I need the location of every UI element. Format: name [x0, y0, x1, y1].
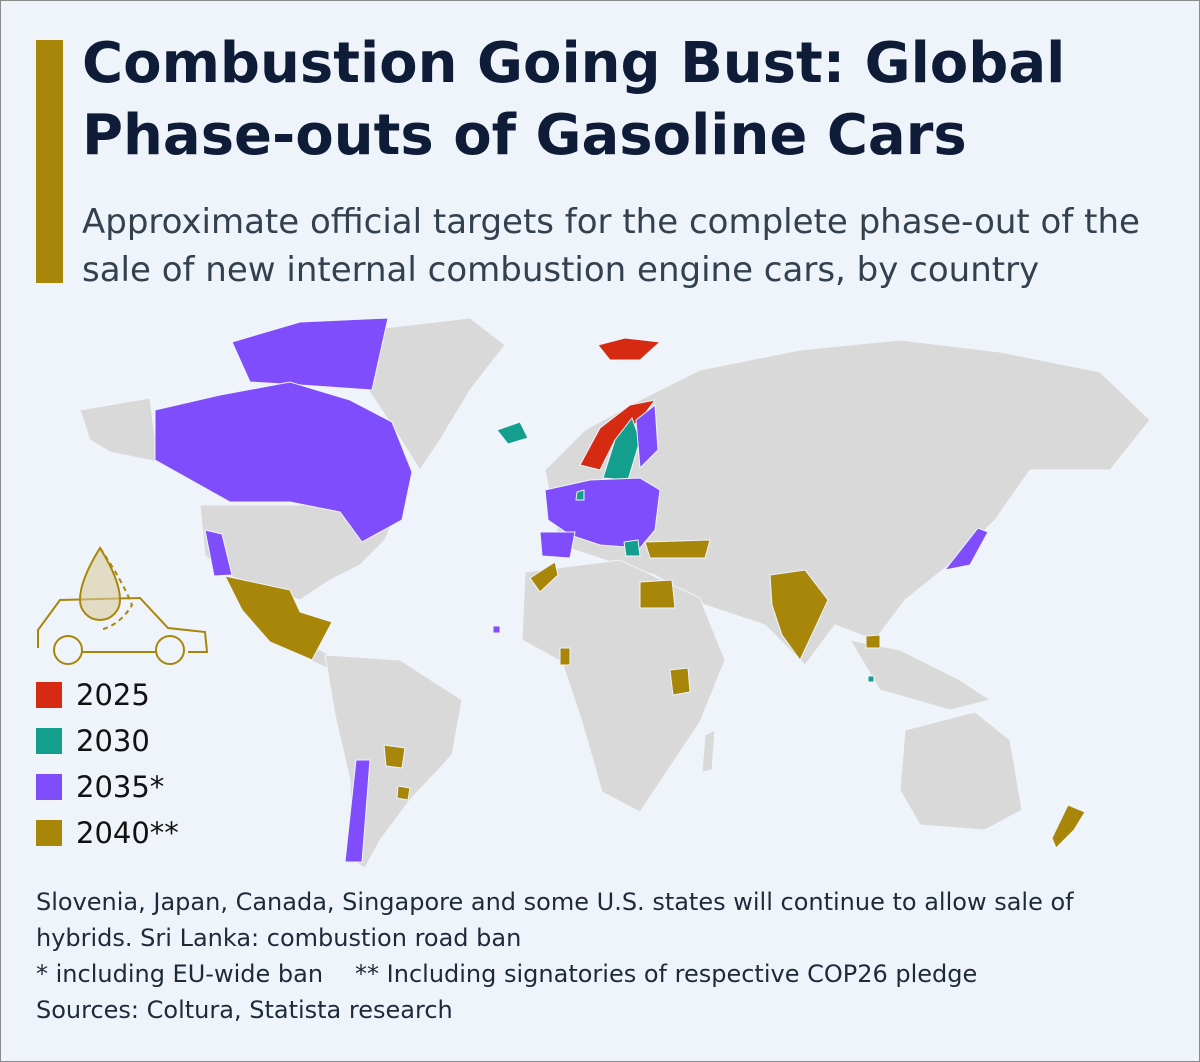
singapore — [867, 675, 875, 683]
canada-arctic — [231, 317, 389, 391]
iberia — [539, 531, 576, 559]
note: ** Including signatories of respective C… — [355, 960, 978, 988]
california — [204, 529, 233, 577]
greenland — [349, 317, 506, 471]
note: * including EU-wide ban — [36, 960, 324, 988]
note-line: * including EU-wide ban ** Including sign… — [36, 956, 1156, 992]
japan — [943, 527, 989, 571]
iceland — [496, 421, 529, 445]
southeast-asia — [848, 639, 992, 711]
cape-verde — [492, 625, 501, 634]
legend: 2025 2030 2035* 2040** — [36, 672, 179, 856]
paraguay — [383, 744, 406, 769]
accent-bar — [36, 40, 63, 283]
title: Combustion Going Bust: Global Phase-outs… — [82, 31, 1066, 168]
notes: Slovenia, Japan, Canada, Singapore and s… — [36, 884, 1156, 1028]
legend-label: 2040** — [76, 816, 179, 850]
legend-swatch — [36, 728, 62, 754]
india — [769, 569, 829, 661]
africa — [521, 559, 726, 813]
turkey — [644, 539, 711, 559]
source: Sources: Coltura, Statista research — [36, 996, 453, 1024]
subtitle: Approximate official targets for the com… — [82, 202, 1140, 290]
alaska — [79, 397, 159, 463]
legend-item: 2030 — [36, 718, 179, 764]
finland — [635, 404, 659, 470]
cambodia — [865, 634, 881, 649]
legend-item: 2035* — [36, 764, 179, 810]
new-zealand — [1051, 804, 1086, 849]
norway — [579, 399, 657, 471]
chile — [344, 759, 371, 863]
kenya — [669, 667, 691, 696]
mexico — [224, 575, 333, 661]
note: Slovenia, Japan, Canada, Singapore and s… — [36, 888, 1074, 952]
world-map — [37, 317, 1151, 869]
uruguay — [396, 785, 411, 801]
ghana — [559, 647, 571, 666]
legend-label: 2025 — [76, 678, 150, 712]
europe — [544, 477, 661, 549]
car-icon — [37, 546, 209, 665]
egypt — [639, 579, 676, 609]
legend-swatch — [36, 820, 62, 846]
madagascar — [701, 729, 716, 773]
legend-item: 2040** — [36, 810, 179, 856]
australia — [899, 711, 1023, 831]
greece — [623, 539, 641, 557]
svalbard — [597, 337, 662, 361]
legend-swatch — [36, 682, 62, 708]
legend-swatch — [36, 774, 62, 800]
canada — [154, 381, 413, 543]
legend-label: 2035* — [76, 770, 165, 804]
ireland — [575, 489, 585, 501]
legend-item: 2025 — [36, 672, 179, 718]
morocco — [529, 561, 559, 593]
legend-label: 2030 — [76, 724, 150, 758]
